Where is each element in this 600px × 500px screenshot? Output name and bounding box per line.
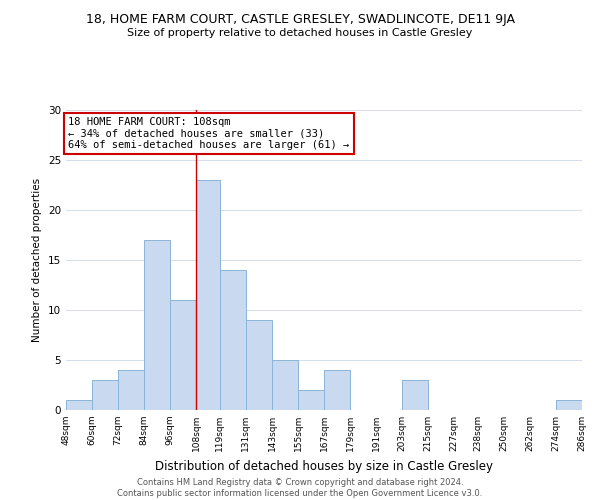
Bar — [92, 380, 118, 410]
Text: 18, HOME FARM COURT, CASTLE GRESLEY, SWADLINCOTE, DE11 9JA: 18, HOME FARM COURT, CASTLE GRESLEY, SWA… — [86, 12, 515, 26]
Bar — [298, 390, 324, 410]
Bar — [246, 320, 272, 410]
Y-axis label: Number of detached properties: Number of detached properties — [32, 178, 43, 342]
X-axis label: Distribution of detached houses by size in Castle Gresley: Distribution of detached houses by size … — [155, 460, 493, 472]
Text: Size of property relative to detached houses in Castle Gresley: Size of property relative to detached ho… — [127, 28, 473, 38]
Bar — [402, 380, 428, 410]
Bar — [272, 360, 298, 410]
Bar — [324, 370, 350, 410]
Bar — [66, 400, 92, 410]
Bar — [220, 270, 246, 410]
Bar — [196, 180, 220, 410]
Bar — [118, 370, 144, 410]
Bar — [556, 400, 582, 410]
Bar — [170, 300, 196, 410]
Text: Contains HM Land Registry data © Crown copyright and database right 2024.
Contai: Contains HM Land Registry data © Crown c… — [118, 478, 482, 498]
Text: 18 HOME FARM COURT: 108sqm
← 34% of detached houses are smaller (33)
64% of semi: 18 HOME FARM COURT: 108sqm ← 34% of deta… — [68, 117, 349, 150]
Bar — [144, 240, 170, 410]
